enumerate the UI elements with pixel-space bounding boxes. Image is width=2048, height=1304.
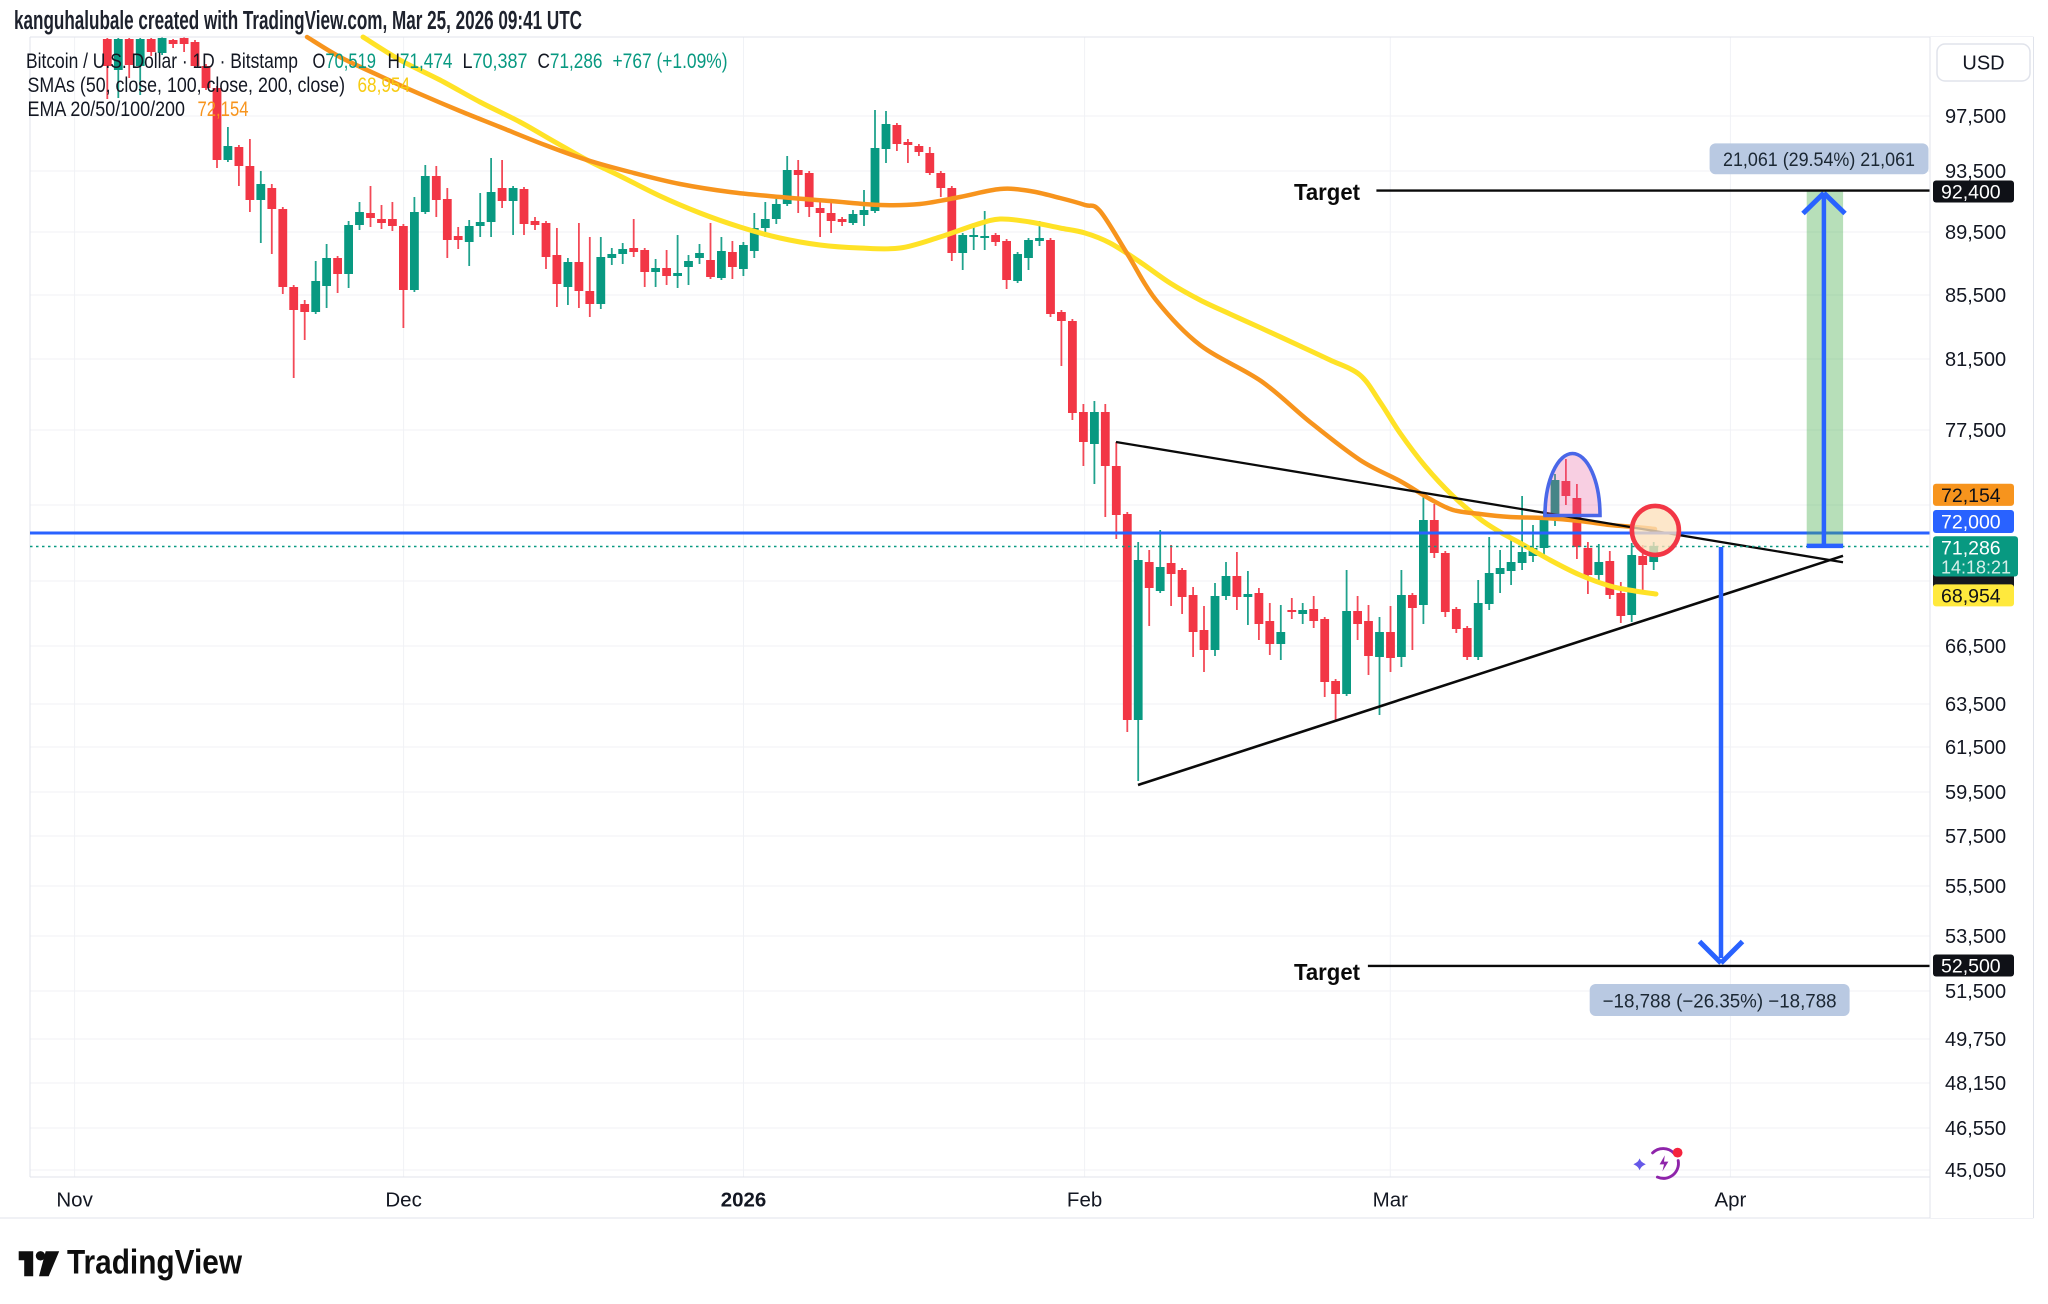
svg-text:EMA 20/50/100/200: EMA 20/50/100/200 bbox=[28, 98, 186, 121]
svg-text:57,500: 57,500 bbox=[1945, 826, 2006, 848]
svg-text:SMAs (50, close, 100, close, 2: SMAs (50, close, 100, close, 200, close) bbox=[28, 74, 346, 97]
svg-text:81,500: 81,500 bbox=[1945, 349, 2006, 371]
svg-text:H71,474: H71,474 bbox=[388, 50, 453, 73]
svg-text:46,550: 46,550 bbox=[1945, 1118, 2006, 1140]
svg-text:89,500: 89,500 bbox=[1945, 222, 2006, 244]
svg-text:55,500: 55,500 bbox=[1945, 876, 2006, 898]
svg-text:Nov: Nov bbox=[56, 1189, 93, 1212]
svg-text:93,500: 93,500 bbox=[1945, 161, 2006, 183]
svg-text:45,050: 45,050 bbox=[1945, 1160, 2006, 1182]
svg-text:O70,519: O70,519 bbox=[313, 50, 377, 73]
svg-text:Dec: Dec bbox=[385, 1189, 421, 1212]
svg-text:+767 (+1.09%): +767 (+1.09%) bbox=[613, 50, 728, 73]
svg-text:85,500: 85,500 bbox=[1945, 285, 2006, 307]
svg-text:14:18:21: 14:18:21 bbox=[1941, 558, 2011, 578]
svg-text:Bitcoin / U.S. Dollar · 1D · B: Bitcoin / U.S. Dollar · 1D · Bitstamp bbox=[26, 50, 298, 73]
svg-text:68,954: 68,954 bbox=[358, 74, 411, 97]
svg-text:L70,387: L70,387 bbox=[463, 50, 528, 73]
svg-text:−18,788 (−26.35%) −18,788: −18,788 (−26.35%) −18,788 bbox=[1603, 990, 1837, 1012]
svg-text:53,500: 53,500 bbox=[1945, 926, 2006, 948]
svg-text:Mar: Mar bbox=[1373, 1189, 1408, 1212]
svg-text:51,500: 51,500 bbox=[1945, 981, 2006, 1003]
svg-text:52,500: 52,500 bbox=[1941, 956, 2001, 978]
svg-text:71,286: 71,286 bbox=[1941, 538, 2001, 560]
svg-text:kanguhalubale created with Tra: kanguhalubale created with TradingView.c… bbox=[14, 7, 582, 35]
svg-text:61,500: 61,500 bbox=[1945, 737, 2006, 759]
svg-text:72,000: 72,000 bbox=[1941, 512, 2001, 534]
svg-text:63,500: 63,500 bbox=[1945, 694, 2006, 716]
svg-text:Target: Target bbox=[1294, 179, 1360, 205]
svg-text:97,500: 97,500 bbox=[1945, 106, 2006, 128]
svg-text:USD: USD bbox=[1962, 53, 2004, 75]
svg-text:49,750: 49,750 bbox=[1945, 1029, 2006, 1051]
svg-text:48,150: 48,150 bbox=[1945, 1073, 2006, 1095]
svg-text:72,154: 72,154 bbox=[198, 98, 249, 121]
svg-text:66,500: 66,500 bbox=[1945, 636, 2006, 658]
svg-text:59,500: 59,500 bbox=[1945, 782, 2006, 804]
svg-text:C71,286: C71,286 bbox=[538, 50, 603, 73]
svg-text:TradingView: TradingView bbox=[67, 1244, 242, 1282]
svg-text:77,500: 77,500 bbox=[1945, 420, 2006, 442]
svg-text:21,061 (29.54%) 21,061: 21,061 (29.54%) 21,061 bbox=[1723, 149, 1915, 171]
svg-text:72,154: 72,154 bbox=[1941, 485, 2001, 507]
svg-text:Feb: Feb bbox=[1067, 1189, 1102, 1212]
svg-text:Apr: Apr bbox=[1714, 1189, 1746, 1212]
svg-text:Target: Target bbox=[1294, 959, 1360, 985]
svg-text:68,954: 68,954 bbox=[1941, 585, 2001, 607]
svg-text:2026: 2026 bbox=[721, 1189, 767, 1212]
svg-text:92,400: 92,400 bbox=[1941, 182, 2001, 204]
